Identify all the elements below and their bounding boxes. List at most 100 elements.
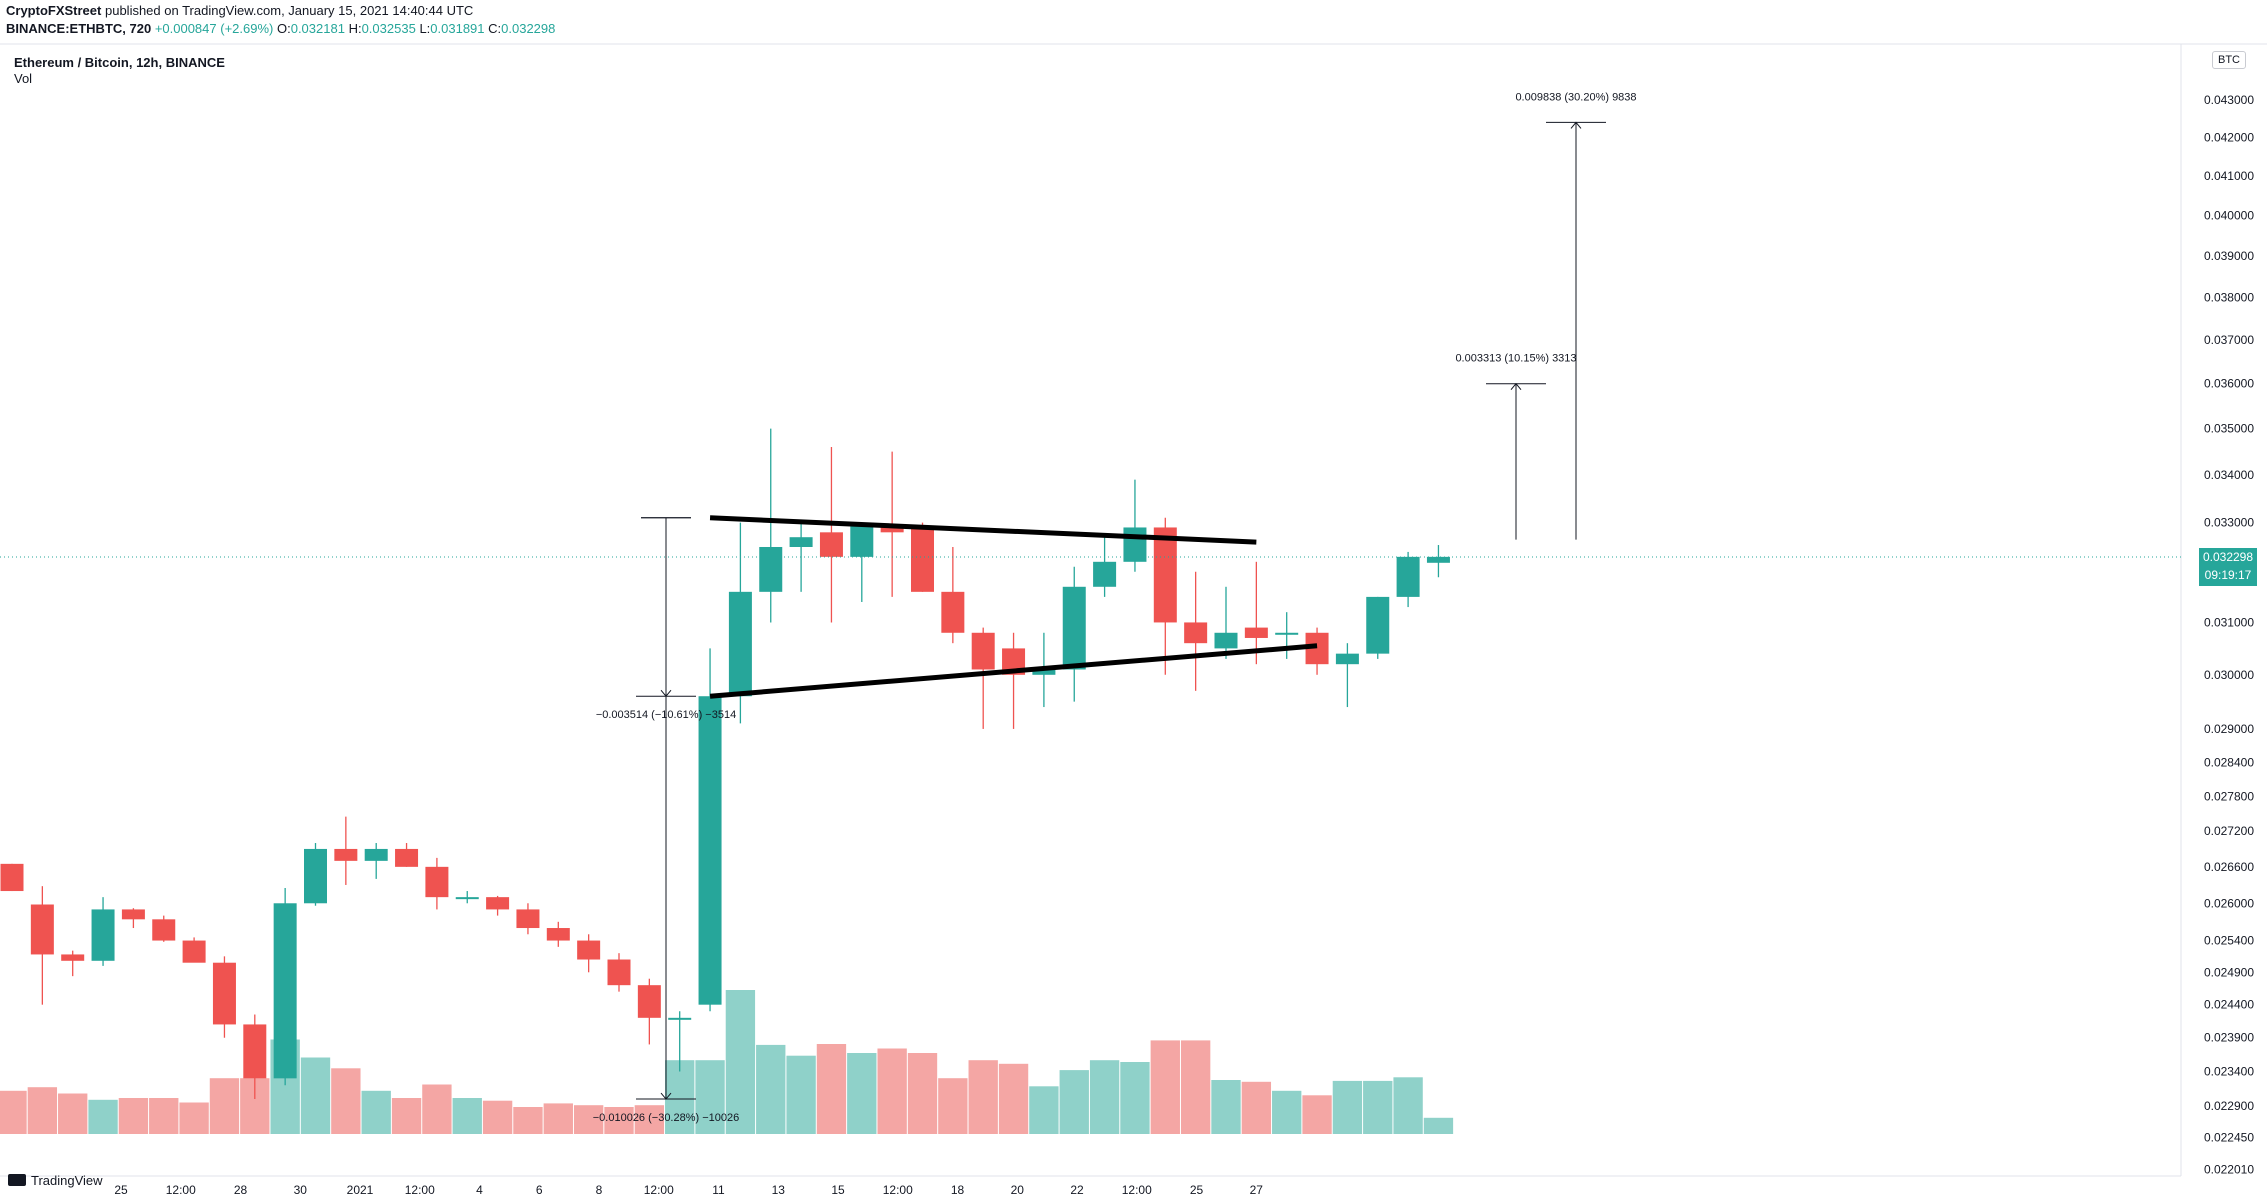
volume-bar (179, 1102, 209, 1134)
volume-bar (695, 1060, 725, 1134)
x-tick-label: 2021 (347, 1183, 374, 1197)
y-tick-label: 0.026000 (2204, 896, 2254, 910)
x-tick-label: 4 (476, 1183, 483, 1197)
candle-body (1366, 596, 1390, 654)
tradingview-logo-text: TradingView (31, 1173, 103, 1188)
candle-body (1123, 527, 1147, 562)
price-range-measure: −0.010026 (−30.28%) −10026 (593, 517, 740, 1124)
last-price-label: 0.032298 09:19:17 (2199, 547, 2257, 586)
volume-legend: Vol (14, 71, 33, 86)
bar-countdown: 09:19:17 (2204, 567, 2252, 582)
volume-bar (0, 1090, 27, 1134)
tradingview-logo[interactable]: TradingView (8, 1173, 103, 1188)
volume-bar (786, 1055, 816, 1134)
y-tick-label: 0.034000 (2204, 468, 2254, 482)
y-tick-label: 0.038000 (2204, 290, 2254, 304)
change-value: +0.000847 (+2.69%) (154, 21, 274, 36)
y-tick-label: 0.023900 (2204, 1031, 2254, 1045)
candle-body (880, 527, 904, 533)
low-label: L: (419, 21, 431, 36)
candle-body (1335, 653, 1359, 665)
x-tick-label: 12:00 (883, 1183, 913, 1197)
volume-bar (209, 1078, 240, 1134)
candle-body (273, 903, 297, 1079)
measure-label: 0.003313 (10.15%) 3313 (1455, 353, 1576, 365)
x-tick-label: 12:00 (1122, 1183, 1152, 1197)
volume-bar (1120, 1062, 1150, 1134)
x-tick-label: 12:00 (166, 1183, 196, 1197)
y-tick-label: 0.041000 (2204, 169, 2254, 183)
y-tick-label: 0.026600 (2204, 860, 2254, 874)
volume-bar (634, 1105, 665, 1134)
candle-body (1305, 632, 1329, 665)
x-tick-label: 20 (1011, 1183, 1025, 1197)
tradingview-logo-icon (8, 1174, 26, 1186)
x-tick-label: 12:00 (644, 1183, 674, 1197)
volume-bar (1363, 1080, 1393, 1134)
triangle-trendline (709, 643, 1318, 699)
volume-bar (665, 1060, 695, 1134)
candle-body (455, 897, 479, 900)
ohlc-line: BINANCE:ETHBTC, 720 +0.000847 (+2.69%) O… (6, 21, 555, 36)
candle-body (1093, 561, 1117, 587)
x-tick-label: 25 (1190, 1183, 1204, 1197)
measure-label: −0.010026 (−30.28%) −10026 (593, 1112, 740, 1124)
x-tick-label: 15 (831, 1183, 845, 1197)
y-tick-label: 0.024900 (2204, 965, 2254, 979)
volume-bar (938, 1078, 968, 1134)
y-tick-label: 0.030000 (2204, 668, 2254, 682)
publisher-name: CryptoFXStreet (6, 3, 102, 18)
volume-bar (391, 1098, 422, 1134)
volume-bar (1180, 1040, 1211, 1134)
volume-bar (847, 1053, 877, 1134)
chart-legend-title: Ethereum / Bitcoin, 12h, BINANCE (14, 55, 225, 70)
open-value: 0.032181 (290, 21, 345, 36)
volume-bar (88, 1099, 118, 1134)
y-tick-label: 0.042000 (2204, 131, 2254, 145)
volume-bar (543, 1103, 573, 1134)
volume-bar (1029, 1086, 1059, 1134)
measure-arrowhead (1570, 121, 1582, 129)
high-label: H: (348, 21, 362, 36)
candle-body (0, 863, 24, 892)
volume-bar (300, 1057, 331, 1134)
volume-bar (422, 1084, 452, 1134)
candle-body (607, 959, 631, 986)
measure-arrowhead (1510, 382, 1522, 391)
volume-bar (907, 1053, 938, 1134)
candle-body (486, 897, 510, 910)
x-tick-label: 8 (596, 1183, 603, 1197)
x-tick-label: 30 (294, 1183, 308, 1197)
candle-body (546, 928, 570, 941)
volume-bar (1332, 1080, 1363, 1134)
volume-bar (877, 1048, 907, 1134)
candle-body (1396, 556, 1420, 597)
y-tick-label: 0.037000 (2204, 333, 2254, 347)
y-tick-label: 0.027200 (2204, 824, 2254, 838)
volume-bar (1272, 1090, 1302, 1134)
candle-body (759, 546, 783, 592)
x-tick-label: 27 (1250, 1183, 1264, 1197)
candle-body (668, 1017, 692, 1020)
volume-bar (1089, 1060, 1120, 1134)
volume-bar (1393, 1077, 1423, 1134)
volume-bar (149, 1098, 179, 1134)
candle-body (121, 909, 145, 920)
candle-body (1184, 622, 1208, 644)
y-tick-label: 0.036000 (2204, 377, 2254, 391)
price-scale-unit-button[interactable]: BTC (2212, 51, 2246, 69)
volume-bar (1059, 1070, 1089, 1134)
y-tick-label: 0.043000 (2204, 93, 2254, 107)
volume-bar (968, 1060, 998, 1134)
y-tick-label: 0.029000 (2204, 722, 2254, 736)
candle-body (30, 904, 54, 955)
candle-body (304, 848, 327, 904)
volume-bar (513, 1107, 543, 1134)
candle-body (850, 522, 874, 557)
y-tick-label: 0.024400 (2204, 998, 2254, 1012)
y-tick-label: 0.040000 (2204, 208, 2254, 222)
volume-bar (331, 1068, 361, 1134)
volume-bar (361, 1090, 391, 1134)
low-value: 0.031891 (430, 21, 485, 36)
